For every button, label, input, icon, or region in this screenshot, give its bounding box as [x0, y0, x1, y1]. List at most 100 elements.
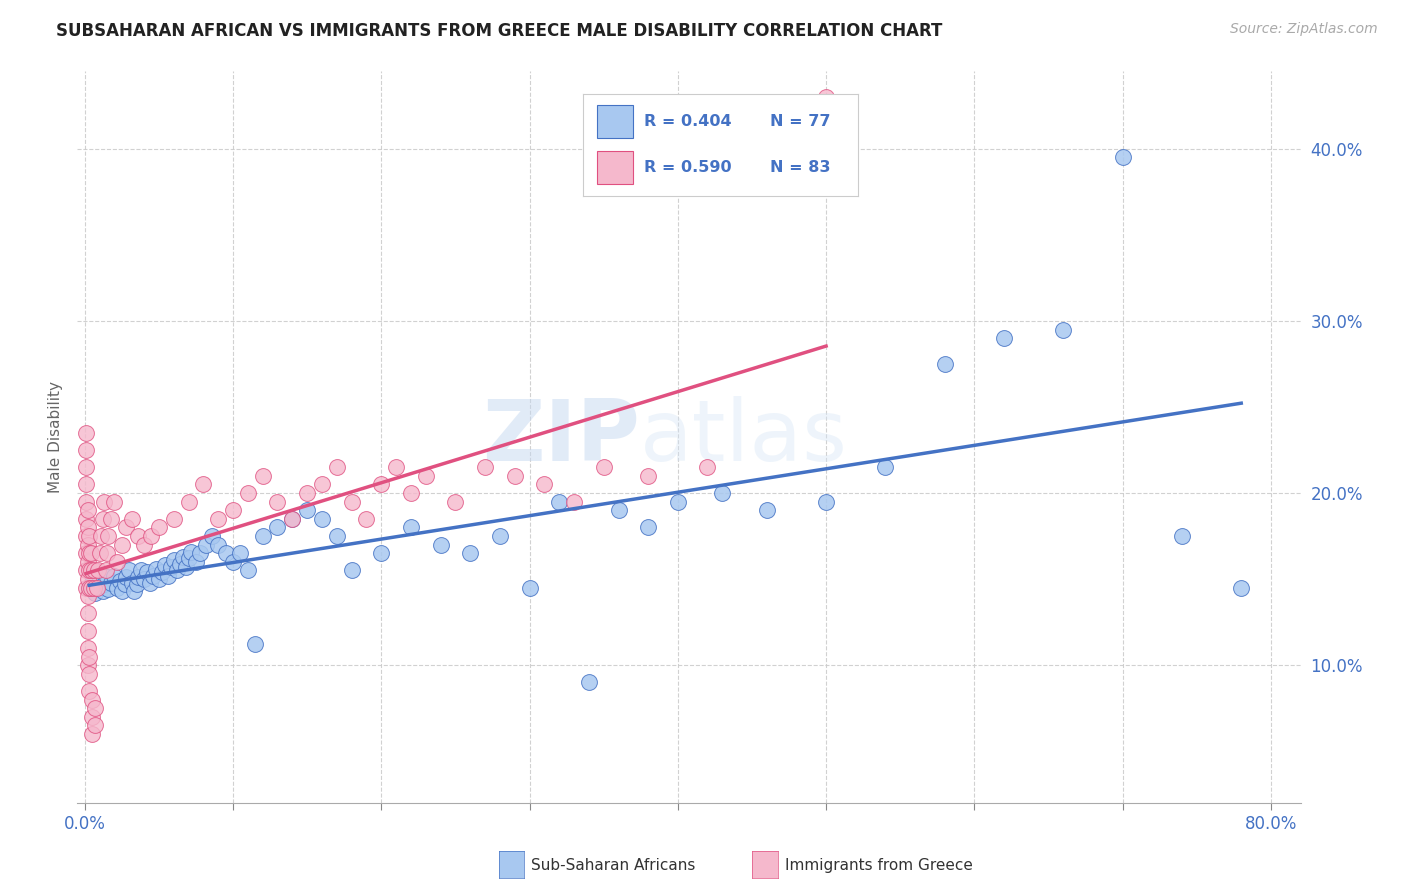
- Point: [76, 503, 98, 517]
- Point: [76, 658, 98, 673]
- Point: [875, 460, 897, 475]
- Point: [84, 718, 107, 732]
- Text: N = 83: N = 83: [770, 160, 831, 175]
- Point: [266, 494, 288, 508]
- Point: [180, 544, 202, 558]
- Point: [148, 520, 170, 534]
- Point: [1052, 322, 1074, 336]
- Point: [177, 494, 200, 508]
- Point: [281, 512, 304, 526]
- Point: [993, 331, 1015, 345]
- Text: Sub-Saharan Africans: Sub-Saharan Africans: [531, 858, 696, 872]
- Point: [127, 529, 149, 543]
- Point: [75, 546, 97, 560]
- Point: [607, 503, 630, 517]
- Point: [207, 512, 229, 526]
- Point: [75, 512, 97, 526]
- Point: [755, 503, 778, 517]
- Point: [79, 546, 101, 560]
- Point: [75, 477, 97, 491]
- Point: [236, 486, 259, 500]
- Point: [75, 564, 97, 578]
- Point: [93, 494, 115, 508]
- Point: [103, 494, 125, 508]
- Point: [172, 549, 194, 564]
- Y-axis label: Male Disability: Male Disability: [48, 381, 63, 493]
- Point: [121, 575, 143, 590]
- Point: [75, 460, 97, 475]
- Point: [385, 460, 408, 475]
- Text: R = 0.590: R = 0.590: [644, 160, 731, 175]
- Point: [1111, 150, 1133, 164]
- Point: [696, 460, 718, 475]
- Point: [111, 538, 134, 552]
- Point: [79, 564, 101, 578]
- Point: [84, 701, 107, 715]
- Point: [145, 562, 167, 576]
- Point: [311, 512, 333, 526]
- Point: [163, 512, 186, 526]
- Point: [84, 586, 107, 600]
- Text: ZIP: ZIP: [482, 395, 640, 479]
- Point: [159, 560, 181, 574]
- Text: atlas: atlas: [640, 395, 848, 479]
- Text: Source: ZipAtlas.com: Source: ZipAtlas.com: [1230, 22, 1378, 37]
- Point: [76, 538, 98, 552]
- Point: [163, 553, 186, 567]
- Point: [295, 486, 318, 500]
- Point: [592, 460, 614, 475]
- Point: [93, 577, 115, 591]
- Point: [166, 564, 188, 578]
- Text: SUBSAHARAN AFRICAN VS IMMIGRANTS FROM GREECE MALE DISABILITY CORRELATION CHART: SUBSAHARAN AFRICAN VS IMMIGRANTS FROM GR…: [56, 22, 942, 40]
- Point: [100, 512, 122, 526]
- Point: [76, 607, 98, 621]
- Point: [103, 568, 125, 582]
- Point: [236, 564, 259, 578]
- Point: [207, 538, 229, 552]
- Point: [562, 494, 585, 508]
- Point: [76, 555, 98, 569]
- Point: [75, 442, 97, 457]
- Point: [76, 624, 98, 638]
- Point: [444, 494, 467, 508]
- Point: [415, 468, 437, 483]
- Point: [118, 564, 141, 578]
- Point: [815, 90, 838, 104]
- Point: [115, 570, 138, 584]
- Point: [97, 529, 120, 543]
- Point: [132, 572, 155, 586]
- Point: [77, 684, 100, 698]
- Point: [77, 529, 100, 543]
- Point: [122, 584, 145, 599]
- Point: [77, 564, 100, 578]
- Point: [150, 565, 173, 579]
- Text: Immigrants from Greece: Immigrants from Greece: [785, 858, 973, 872]
- Point: [110, 574, 132, 588]
- Point: [340, 564, 363, 578]
- Point: [91, 584, 114, 599]
- Point: [82, 692, 104, 706]
- Point: [340, 494, 363, 508]
- Point: [86, 579, 108, 593]
- Point: [77, 581, 100, 595]
- Point: [89, 572, 111, 586]
- Point: [121, 512, 143, 526]
- Point: [252, 529, 274, 543]
- Point: [169, 557, 191, 571]
- Point: [429, 538, 451, 552]
- Point: [229, 546, 252, 560]
- Point: [474, 460, 496, 475]
- Point: [326, 460, 349, 475]
- Point: [519, 581, 541, 595]
- Point: [156, 568, 179, 582]
- Point: [83, 564, 105, 578]
- Point: [711, 486, 734, 500]
- Point: [148, 572, 170, 586]
- Point: [77, 666, 100, 681]
- Point: [281, 512, 304, 526]
- Point: [105, 581, 128, 595]
- Text: R = 0.404: R = 0.404: [644, 114, 731, 128]
- Point: [193, 477, 215, 491]
- Point: [82, 575, 104, 590]
- Point: [370, 477, 392, 491]
